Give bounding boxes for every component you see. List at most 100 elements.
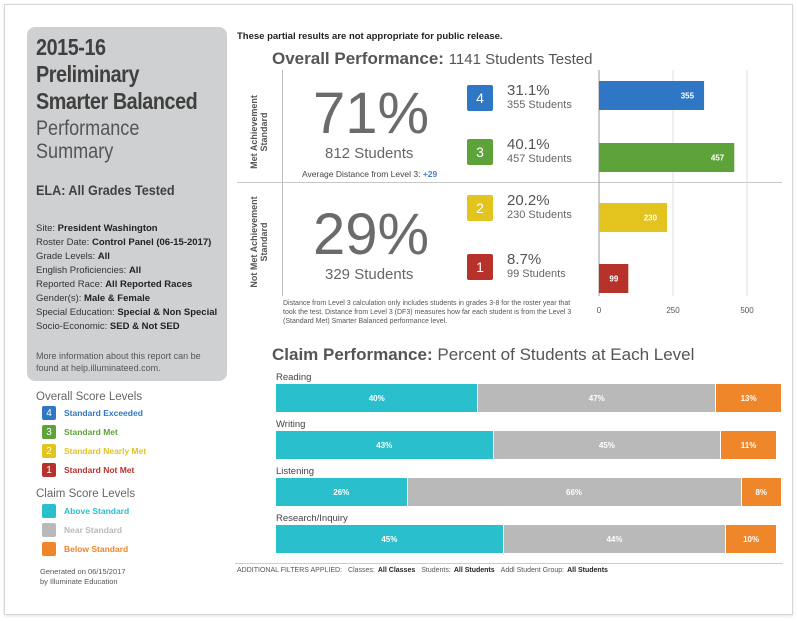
report-filters-list: Site: President Washington Roster Date: C… — [36, 222, 217, 334]
filter-value: All Classes — [377, 567, 416, 574]
met-count: 812 Students — [325, 145, 414, 162]
report-filter-row: Grade Levels: All — [36, 250, 217, 264]
level-count: 99 Students — [507, 268, 566, 280]
claim-heading: Claim Performance: Percent of Students a… — [272, 345, 694, 365]
avg-distance: Average Distance from Level 3: +29 — [302, 169, 437, 179]
overall-title: Overall Performance: — [272, 49, 444, 68]
report-filter-label: English Proficiencies: — [36, 265, 129, 276]
claim-bar-segment: 11% — [721, 431, 777, 459]
avg-distance-label: Average Distance from Level 3: — [302, 169, 421, 179]
report-filter-value: All Reported Races — [105, 279, 193, 290]
level-percent: 8.7% — [507, 251, 542, 268]
filter-value: All Students — [567, 567, 608, 574]
filter-label: Addl Student Group: — [500, 567, 565, 574]
report-filter-value: Special & Non Special — [117, 307, 218, 318]
report-filter-value: Male & Female — [84, 293, 151, 304]
filters-divider — [235, 563, 783, 564]
overall-bar — [599, 81, 705, 110]
claim-bar-segment: 45% — [276, 525, 504, 553]
report-filter-value: All — [128, 265, 142, 276]
level-count: 457 Students — [507, 153, 572, 165]
report-filter-label: Reported Race: — [36, 279, 106, 290]
legend-label: Standard Met — [64, 427, 118, 437]
report-filter-label: Gender(s): — [36, 293, 85, 304]
report-filter-value: President Washington — [57, 223, 158, 234]
legend-swatch: 3 — [42, 425, 56, 439]
claim-legend-item: Above Standard — [42, 504, 129, 518]
filter-value: All Students — [453, 567, 495, 574]
overall-bar — [599, 203, 668, 232]
claim-bar-segment: 10% — [726, 525, 777, 553]
report-filter-row: Special Education: Special & Non Special — [36, 306, 217, 320]
claim-levels-title: Claim Score Levels — [36, 488, 136, 500]
overall-subtitle: 1141 Students Tested — [448, 51, 593, 68]
level-count: 355 Students — [507, 99, 572, 111]
level-percent: 20.2% — [507, 192, 550, 209]
claim-legend-item: Near Standard — [42, 523, 122, 537]
claim-category-label: Listening — [276, 466, 315, 477]
report-title: 2015-16 Preliminary Smarter Balanced — [36, 34, 198, 114]
generated-by: by Illuminate Education — [40, 577, 118, 586]
level-badge: 4 — [467, 85, 493, 111]
legend-label: Below Standard — [64, 544, 129, 554]
section-divider-vertical — [282, 70, 283, 296]
report-filter-label: Socio-Economic: — [36, 321, 110, 332]
section-divider-horizontal — [237, 182, 782, 183]
report-filter-value: All — [97, 251, 110, 262]
claim-category-label: Reading — [276, 372, 312, 383]
overall-legend-item: 3 Standard Met — [42, 425, 118, 439]
report-filter-row: Site: President Washington — [36, 222, 217, 236]
more-info-text: More information about this report can b… — [36, 351, 201, 373]
overall-heading: Overall Performance: 1141 Students Teste… — [272, 49, 592, 69]
claim-bar-segment: 8% — [741, 478, 782, 506]
overall-legend-item: 4 Standard Exceeded — [42, 406, 143, 420]
subject-label: ELA: All Grades Tested — [36, 182, 175, 198]
generated-date: Generated on 06/15/2017 — [40, 567, 126, 576]
legend-swatch: 4 — [42, 406, 56, 420]
overall-legend-item: 2 Standard Nearly Met — [42, 444, 146, 458]
x-tick-label: 250 — [666, 306, 680, 315]
legend-label: Above Standard — [64, 506, 130, 516]
claim-bar-segment: 26% — [276, 478, 408, 506]
overall-bar-label: 457 — [711, 154, 725, 163]
report-subtitle: Performance Summary — [36, 117, 140, 163]
claim-bar-segment: 45% — [493, 431, 722, 459]
overall-bar-label: 355 — [681, 92, 695, 101]
legend-label: Standard Nearly Met — [64, 446, 147, 456]
report-filter-row: Gender(s): Male & Female — [36, 292, 217, 306]
overall-bar — [599, 264, 629, 293]
overall-bar-label: 230 — [644, 214, 658, 223]
claim-legend-item: Below Standard — [42, 542, 128, 556]
level-percent: 40.1% — [507, 136, 550, 153]
legend-swatch — [42, 504, 56, 518]
report-filter-value: SED & Not SED — [109, 321, 180, 332]
generated-info: Generated on 06/15/2017 by Illuminate Ed… — [40, 567, 126, 587]
legend-label: Standard Not Met — [64, 465, 135, 475]
report-filter-row: Reported Race: All Reported Races — [36, 278, 217, 292]
claim-bar-segment: 47% — [478, 384, 717, 412]
overall-levels-title: Overall Score Levels — [36, 391, 143, 403]
additional-filters: ADDITIONAL FILTERS APPLIED: Classes: All C… — [237, 567, 608, 574]
filter-label: Classes: — [348, 567, 375, 574]
legend-label: Near Standard — [64, 525, 123, 535]
level-badge: 1 — [467, 254, 493, 280]
overall-bar — [599, 143, 735, 172]
avg-distance-value: +29 — [422, 169, 438, 179]
legend-label: Standard Exceeded — [64, 408, 143, 418]
legend-swatch — [42, 523, 56, 537]
legend-swatch: 2 — [42, 444, 56, 458]
report-filter-label: Grade Levels: — [36, 251, 98, 262]
level-count: 230 Students — [507, 209, 572, 221]
claim-bar-segment: 13% — [716, 384, 782, 412]
claim-title: Claim Performance: — [272, 345, 433, 364]
claim-bar-segment: 40% — [276, 384, 479, 412]
claim-bar-segment: 44% — [503, 525, 727, 553]
x-tick-label: 0 — [597, 306, 602, 315]
met-percent: 71% — [313, 81, 430, 146]
level-percent: 31.1% — [507, 82, 550, 99]
level-badge: 2 — [467, 195, 493, 221]
overall-legend-item: 1 Standard Not Met — [42, 463, 134, 477]
footnote: Distance from Level 3 calculation only i… — [283, 300, 572, 325]
report-filter-row: Roster Date: Control Panel (06-15-2017) — [36, 236, 217, 250]
legend-swatch — [42, 542, 56, 556]
